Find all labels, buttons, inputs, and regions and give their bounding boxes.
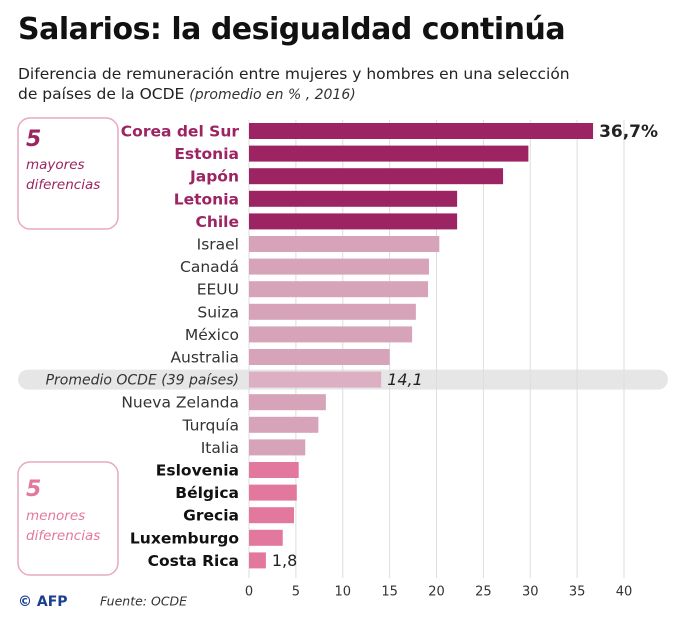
annotation-box — [17, 461, 119, 576]
data-label: 1,8 — [272, 551, 297, 570]
x-tick-label: 25 — [475, 585, 492, 600]
y-tick-label: Italia — [201, 439, 239, 457]
annotation-number: 5 — [26, 127, 41, 152]
bar — [249, 394, 326, 411]
y-tick-label: Turquía — [181, 416, 239, 434]
bar — [249, 462, 299, 478]
y-tick-label: Estonia — [174, 145, 239, 163]
y-tick-label: Nueva Zelanda — [121, 394, 239, 412]
x-tick-label: 10 — [334, 585, 351, 600]
y-tick-label: Eslovenia — [156, 462, 239, 480]
y-tick-label: Suiza — [197, 303, 239, 321]
data-label: 36,7% — [599, 122, 658, 142]
y-tick-label: Australia — [170, 349, 239, 367]
chart-title: Salarios: la desigualdad continúa — [18, 12, 566, 47]
bar — [249, 190, 458, 207]
y-tick-label: Letonia — [174, 190, 239, 208]
subtitle-line: de países de la OCDE — [18, 85, 185, 103]
y-tick-label: Israel — [197, 236, 239, 254]
bar — [249, 439, 306, 456]
y-tick-label: Japón — [189, 168, 239, 186]
y-tick-label: Corea del Sur — [121, 123, 240, 141]
bar — [249, 326, 413, 343]
bar — [249, 349, 390, 365]
bar — [249, 236, 440, 252]
bar — [249, 281, 429, 298]
annotation-text: menores — [26, 508, 85, 524]
x-tick-label: 40 — [616, 585, 633, 600]
data-label: 14,1 — [387, 370, 423, 389]
bar — [249, 303, 416, 320]
annotation-text: diferencias — [26, 528, 100, 544]
subtitle-note: (promedio en % , 2016) — [189, 87, 356, 103]
annotation-text: diferencias — [26, 177, 100, 193]
subtitle-line: de países de la OCDE (promedio en % , 20… — [18, 84, 688, 105]
y-tick-label: Luxemburgo — [130, 529, 239, 547]
x-tick-label: 15 — [381, 585, 398, 600]
y-tick-label: EEUU — [197, 281, 239, 299]
annotation-number: 5 — [26, 477, 41, 502]
y-tick-label: Grecia — [183, 507, 239, 525]
subtitle-line: Diferencia de remuneración entre mujeres… — [18, 65, 570, 83]
y-tick-label: México — [185, 326, 239, 344]
source: Fuente: OCDE — [100, 594, 187, 609]
bar — [249, 507, 294, 524]
x-tick-label: 20 — [428, 585, 445, 600]
bar — [249, 484, 297, 501]
credit: © AFP — [18, 594, 68, 610]
annotation-box — [17, 117, 119, 230]
x-tick-label: 0 — [245, 585, 253, 600]
y-tick-label: Costa Rica — [148, 552, 239, 570]
bar — [249, 529, 283, 546]
x-tick-label: 30 — [522, 585, 539, 600]
bar — [249, 145, 529, 162]
y-tick-label: Bélgica — [175, 484, 239, 502]
bar — [249, 213, 458, 230]
bar — [249, 416, 319, 433]
x-tick-label: 5 — [292, 585, 300, 600]
annotation-text: mayores — [26, 157, 85, 173]
bar — [249, 552, 266, 569]
bar — [249, 123, 594, 139]
y-tick-label: Canadá — [180, 258, 239, 276]
subtitle: Diferencia de remuneración entre mujeres… — [18, 64, 688, 105]
bar — [249, 371, 382, 388]
bar — [249, 168, 504, 185]
bar — [249, 258, 429, 275]
y-tick-label: Chile — [195, 213, 239, 231]
x-tick-label: 35 — [569, 585, 586, 600]
y-tick-label: Promedio OCDE (39 países) — [46, 373, 239, 389]
